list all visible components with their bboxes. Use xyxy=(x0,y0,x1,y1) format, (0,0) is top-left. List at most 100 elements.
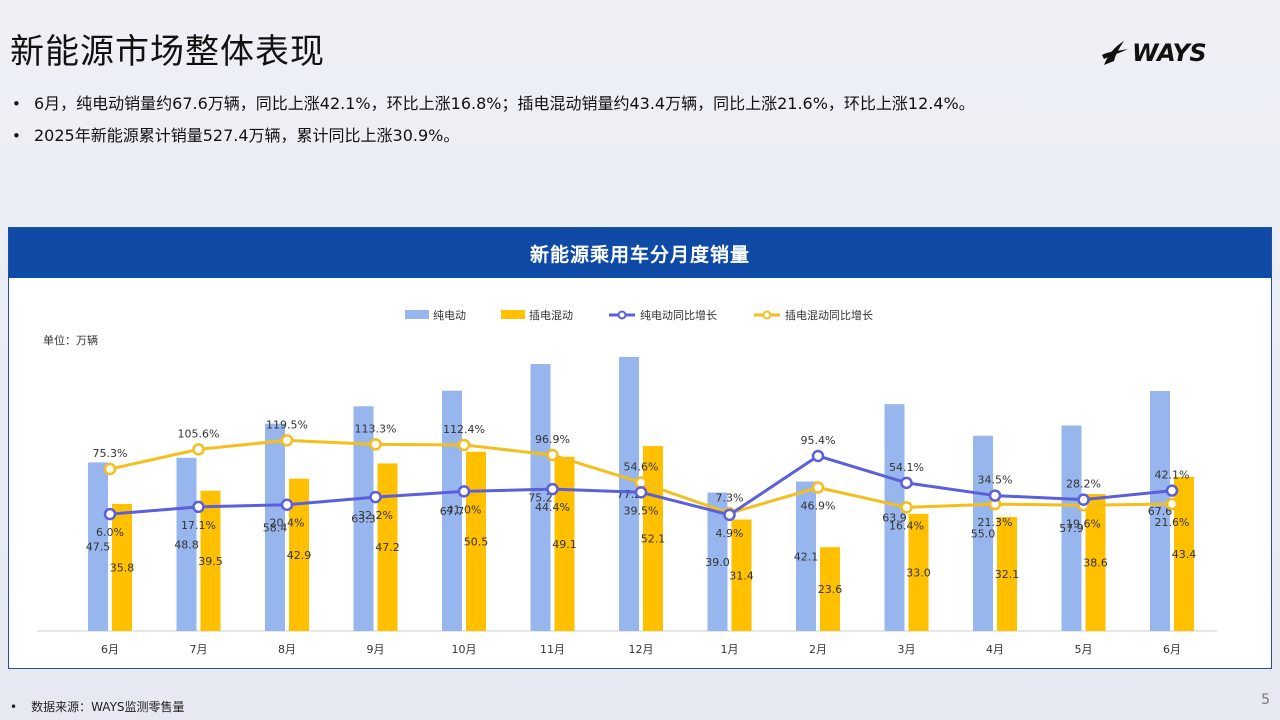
phev-yoy-marker xyxy=(192,443,205,456)
chart-title: 新能源乘用车分月度销量 xyxy=(9,228,1271,278)
bar-bev xyxy=(176,457,197,631)
bev-yoy-data-label: 34.5% xyxy=(978,474,1013,487)
phev-yoy-data-label: 21.3% xyxy=(978,516,1013,529)
bar-phev xyxy=(643,446,663,631)
bev-yoy-data-label: 54.1% xyxy=(889,461,924,474)
bar-phev xyxy=(112,503,132,631)
bev-yoy-marker xyxy=(634,486,648,499)
bev-yoy-data-label: 6.0% xyxy=(96,526,124,539)
footnote-bullet: • xyxy=(10,700,18,714)
summary-bullet: 6月，纯电动销量约67.6万辆，同比上涨42.1%，环比上涨16.8%；插电混动… xyxy=(10,92,975,124)
phev-yoy-marker xyxy=(369,438,382,451)
bar-bev xyxy=(796,481,816,631)
legend-label: 纯电动 xyxy=(433,309,466,322)
legend-label: 纯电动同比增长 xyxy=(640,308,717,322)
summary-bullet: 2025年新能源累计销量527.4万辆，累计同比上涨30.9%。 xyxy=(10,124,975,156)
bar-phev xyxy=(908,513,929,631)
bev-yoy-marker xyxy=(280,498,294,511)
legend-marker xyxy=(617,310,627,320)
ways-logo: WAYS xyxy=(1100,36,1216,70)
bar-phev xyxy=(1174,476,1194,631)
phev-yoy-data-label: 113.3% xyxy=(355,422,397,435)
bar-bev xyxy=(442,390,462,631)
bar-bev-label: 42.1 xyxy=(794,550,819,563)
bev-yoy-data-label: 28.2% xyxy=(1066,478,1101,491)
bar-phev-label: 50.5 xyxy=(464,535,489,548)
phev-yoy-data-label: 19.6% xyxy=(1066,517,1101,530)
data-source-text: 数据来源：WAYS监测零售量 xyxy=(31,700,185,714)
bar-bev-label: 67.6 xyxy=(1148,505,1173,518)
bar-bev xyxy=(884,404,905,631)
bar-bev-label: 55.0 xyxy=(971,527,996,540)
ways-logo-icon xyxy=(1102,41,1128,65)
phev-yoy-marker xyxy=(900,501,913,514)
bev-yoy-data-label: 42.1% xyxy=(1155,469,1190,482)
x-tick-label: 7月 xyxy=(190,643,208,656)
bar-bev xyxy=(530,364,551,631)
legend-label: 插电混动同比增长 xyxy=(785,308,873,322)
phev-yoy-data-label: 16.4% xyxy=(889,519,924,532)
bar-bev-label: 57.9 xyxy=(1059,522,1084,535)
page-number: 5 xyxy=(1261,692,1270,708)
bar-phev-label: 39.5 xyxy=(198,555,223,568)
bar-bev xyxy=(1061,425,1082,631)
bar-bev xyxy=(88,462,108,631)
bar-phev-label: 31.4 xyxy=(729,569,754,582)
phev-yoy-data-label: 96.9% xyxy=(535,433,570,446)
phev-yoy-data-label: 112.4% xyxy=(443,423,485,436)
bev-yoy-marker xyxy=(369,490,382,504)
bar-phev-label: 38.6 xyxy=(1083,556,1108,569)
bar-bev-label: 67.7 xyxy=(440,505,465,518)
bar-bev-label: 58.4 xyxy=(263,521,288,534)
bar-phev-label: 49.1 xyxy=(552,538,577,551)
bar-phev xyxy=(820,547,840,631)
bar-phev-label: 32.1 xyxy=(995,568,1020,581)
x-tick-label: 6月 xyxy=(1163,643,1181,656)
phev-yoy-data-label: 7.3% xyxy=(716,491,744,504)
summary-bullets: 6月，纯电动销量约67.6万辆，同比上涨42.1%，环比上涨16.8%；插电混动… xyxy=(10,92,975,156)
x-tick-label: 10月 xyxy=(452,643,477,656)
bev-yoy-data-label: 4.9% xyxy=(716,527,744,540)
bar-bev xyxy=(619,356,639,631)
bev-yoy-data-label: 41.0% xyxy=(447,503,482,516)
phev-yoy-marker xyxy=(103,462,117,476)
bev-yoy-marker xyxy=(457,485,471,498)
phev-yoy-marker xyxy=(546,448,559,462)
bar-phev-label: 35.8 xyxy=(110,561,135,574)
bar-bev xyxy=(707,492,728,631)
x-tick-label: 3月 xyxy=(898,643,916,656)
bev-yoy-data-label: 32.2% xyxy=(358,509,393,522)
legend-swatch xyxy=(501,310,525,319)
phev-yoy-marker xyxy=(280,434,294,447)
bar-bev-label: 48.8 xyxy=(174,538,199,551)
bar-phev xyxy=(997,517,1017,631)
bar-bev xyxy=(353,406,374,631)
bar-phev-label: 47.2 xyxy=(375,541,400,554)
bev-yoy-marker xyxy=(103,507,117,521)
bar-phev-label: 43.4 xyxy=(1172,548,1197,561)
bev-yoy-data-label: 44.4% xyxy=(535,501,570,514)
x-tick-label: 5月 xyxy=(1075,643,1093,656)
bar-phev xyxy=(200,490,221,631)
bar-phev xyxy=(554,456,575,631)
bev-yoy-data-label: 39.5% xyxy=(624,504,659,517)
bar-bev-label: 75.2 xyxy=(528,492,553,505)
bar-bev-label: 39.0 xyxy=(705,556,730,569)
bar-bev xyxy=(973,435,993,631)
phev-yoy-data-label: 54.6% xyxy=(624,461,659,474)
phev-yoy-data-label: 46.9% xyxy=(801,500,836,513)
phev-yoy-marker xyxy=(457,438,471,452)
bev-yoy-marker xyxy=(1165,484,1179,497)
phev-yoy-marker xyxy=(1165,497,1179,511)
bev-yoy-marker xyxy=(192,500,205,514)
phev-yoy-marker xyxy=(811,481,825,494)
bar-phev xyxy=(377,463,398,631)
bev-yoy-marker xyxy=(988,489,1002,502)
bar-phev xyxy=(731,519,752,631)
bar-phev xyxy=(289,478,309,631)
bev-yoy-data-label: 20.4% xyxy=(270,517,305,530)
bev-yoy-marker xyxy=(546,482,559,496)
bar-phev-label: 23.6 xyxy=(818,583,843,596)
unit-label: 单位：万辆 xyxy=(43,333,98,347)
phev-yoy-marker xyxy=(634,476,648,489)
